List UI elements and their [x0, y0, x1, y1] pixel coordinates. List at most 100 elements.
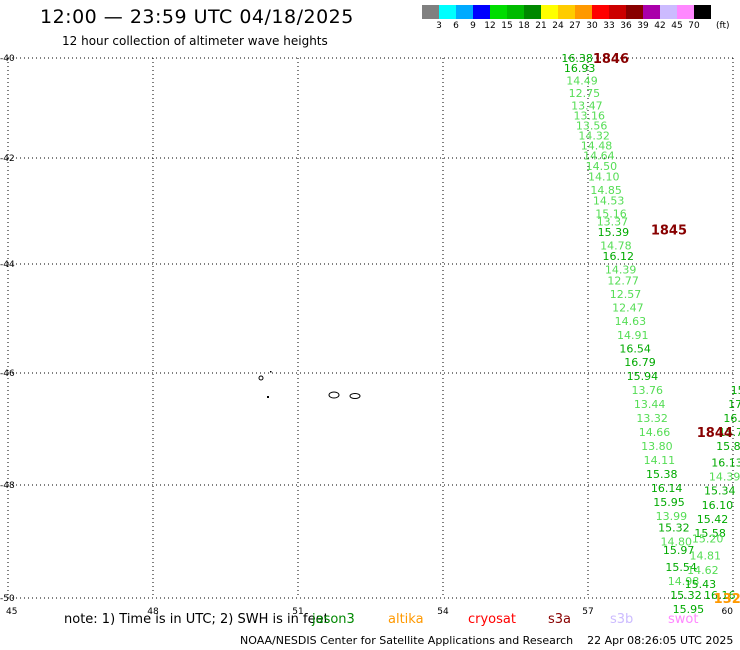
satellite-name: s3b: [610, 612, 634, 627]
legend-label: 15: [501, 21, 513, 31]
track-value: 14.10: [588, 171, 620, 184]
legend-unit: (ft): [716, 21, 730, 31]
lat-tick-label: -40: [0, 54, 15, 64]
track-value: 15.95: [673, 603, 705, 616]
legend-swatch: [490, 5, 507, 19]
track-value: 15.32: [670, 589, 702, 602]
track-value: 15.16: [595, 208, 627, 221]
track-value: 14.81: [690, 550, 722, 563]
legend-label: 45: [671, 21, 683, 31]
track-value: 13.56: [576, 120, 608, 133]
legend-swatch: [643, 5, 660, 19]
legend-label: 6: [453, 21, 459, 31]
track-value: 14.53: [593, 194, 625, 207]
track-value: 13.44: [634, 398, 666, 411]
track-value: 12.75: [569, 87, 601, 100]
legend-swatch: [456, 5, 473, 19]
legend-label: 3: [436, 21, 442, 31]
island-outline: [349, 393, 361, 399]
track-value: 14.50: [586, 160, 618, 173]
satellite-name: jason3: [312, 612, 355, 627]
track-value: 14.63: [615, 315, 647, 328]
lon-tick-label: 54: [437, 607, 449, 617]
legend-label: 12: [484, 21, 496, 31]
legend-swatch: [660, 5, 677, 19]
legend-swatch: [677, 5, 694, 19]
island-outline: [270, 371, 272, 373]
track-value: 13.80: [641, 440, 673, 453]
track-value: 14.85: [590, 184, 622, 197]
track-value: 13.99: [656, 510, 688, 523]
legend-swatch: [694, 5, 711, 19]
track-value: 13.32: [636, 412, 668, 425]
legend-swatch: [439, 5, 456, 19]
lat-tick-label: -42: [0, 154, 15, 164]
satellite-name: s3a: [548, 612, 572, 627]
lon-tick-label: 57: [582, 607, 593, 617]
lat-tick-label: -46: [0, 369, 15, 379]
satellite-name: swot: [668, 612, 699, 627]
track-value: 15.54: [665, 561, 697, 574]
track-value: 13.76: [632, 384, 664, 397]
map-subtitle: 12 hour collection of altimeter wave hei…: [62, 34, 328, 48]
track-time-label: 1846: [593, 52, 629, 67]
island-outline: [328, 391, 340, 399]
track-value: 15.39: [598, 226, 630, 239]
map-title: 12:00 — 23:59 UTC 04/18/2025: [40, 6, 354, 28]
track-value: 17.: [728, 398, 740, 411]
track-value: 13.47: [571, 100, 603, 113]
track-value: 16.0: [723, 412, 740, 425]
footer-agency: NOAA/NESDIS Center for Satellite Applica…: [240, 634, 574, 647]
track-value: 15.86: [716, 440, 740, 453]
island-outline: [267, 396, 269, 398]
track-value: 15: [731, 384, 740, 397]
track-time-labels: 1846 1845 1844 1320: [593, 52, 740, 607]
map-grid: [7, 57, 734, 599]
legend-swatch: [422, 5, 439, 19]
legend-swatch: [541, 5, 558, 19]
track-value: 16.10: [702, 499, 734, 512]
legend-swatch: [609, 5, 626, 19]
track-value: 16.13: [711, 457, 740, 470]
track-value: 12.47: [612, 302, 644, 315]
legend-label: 18: [518, 21, 530, 31]
legend-label: 42: [654, 21, 666, 31]
axis-labels: 45 48 51 54 57 60 -40 -42 -44 -46 -48 -50: [0, 54, 733, 617]
track-value: 14.98: [668, 575, 700, 588]
legend-label: 30: [586, 21, 598, 31]
lat-tick-label: -50: [0, 594, 15, 604]
track-value: 16.16: [704, 589, 736, 602]
track-value: 15.95: [653, 496, 685, 509]
legend-swatch: [575, 5, 592, 19]
track-value: 13.16: [574, 110, 606, 123]
satellite-name: cryosat: [468, 612, 516, 627]
track-value: 14.39: [709, 471, 740, 484]
legend-swatch: [524, 5, 541, 19]
footer: NOAA/NESDIS Center for Satellite Applica…: [240, 634, 733, 647]
footer-time: 22 Apr 08:26:05 UTC 2025: [587, 634, 734, 647]
track-value: 15.76: [719, 426, 740, 439]
track-value: 12.57: [610, 288, 642, 301]
track-time-label: 1845: [651, 224, 687, 239]
legend-swatch: [592, 5, 609, 19]
legend-label: 21: [535, 21, 547, 31]
track-value: 16.12: [603, 250, 635, 263]
track-value: 15.97: [663, 544, 695, 557]
island-outlines: [258, 371, 361, 399]
legend-label: 24: [552, 21, 564, 31]
track-value: 14.91: [617, 329, 649, 342]
track-value: 15.38: [646, 468, 678, 481]
track-value: 14.62: [687, 564, 719, 577]
legend-label: 33: [603, 21, 615, 31]
legend-swatch: [626, 5, 643, 19]
track-value: 16.38: [561, 52, 593, 65]
lon-tick-label: 51: [292, 607, 303, 617]
legend-label: 9: [470, 21, 476, 31]
track-value: 15.94: [627, 370, 659, 383]
track-value: 14.64: [583, 150, 615, 163]
track-value: 14.11: [644, 454, 676, 467]
lat-tick-label: -44: [0, 260, 15, 270]
track-value: 14.80: [661, 536, 693, 549]
